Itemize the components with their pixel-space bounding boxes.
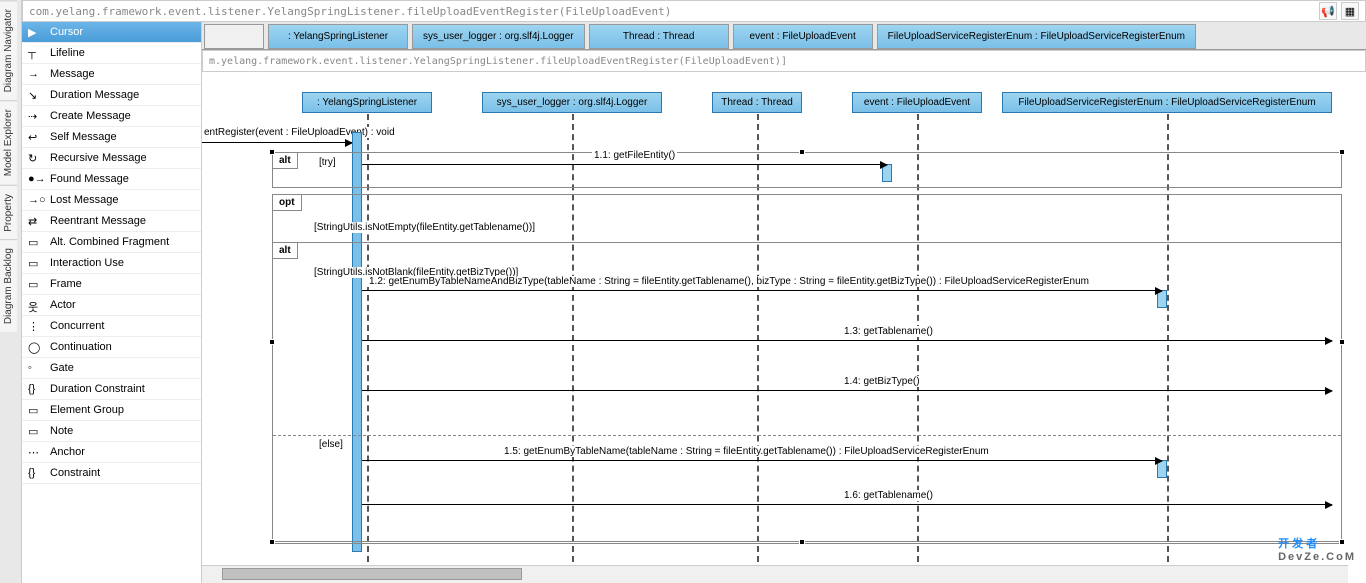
tool-palette: ▶Cursor┬Lifeline→Message↘Duration Messag… <box>22 22 202 583</box>
palette-continuation[interactable]: ◯Continuation <box>22 337 201 358</box>
lifeline-tab[interactable] <box>204 24 264 49</box>
lifeline-tab[interactable]: sys_user_logger : org.slf4j.Logger <box>412 24 585 49</box>
lifeline-tab[interactable]: : YelangSpringListener <box>268 24 408 49</box>
dconstraint-icon: {} <box>28 383 44 395</box>
tab-diagram-backlog[interactable]: Diagram Backlog <box>0 239 17 332</box>
selection-handle[interactable] <box>799 539 805 545</box>
palette-dconstraint[interactable]: {}Duration Constraint <box>22 379 201 400</box>
message-icon: → <box>28 68 44 80</box>
selection-handle[interactable] <box>269 539 275 545</box>
palette-create[interactable]: ⇢Create Message <box>22 106 201 127</box>
message-arrow[interactable] <box>362 504 1332 505</box>
lifeline-icon: ┬ <box>28 47 44 59</box>
lifeline-tab[interactable]: Thread : Thread <box>589 24 729 49</box>
self-icon: ↩ <box>28 131 44 143</box>
gate-icon: ◦ <box>28 362 44 374</box>
palette-note[interactable]: ▭Note <box>22 421 201 442</box>
message-arrow[interactable] <box>362 290 1162 291</box>
palette-cursor[interactable]: ▶Cursor <box>22 22 201 43</box>
layout-icon[interactable]: ▦ <box>1341 2 1359 20</box>
lifeline-header[interactable]: event : FileUploadEvent <box>852 92 982 113</box>
fragment-alt[interactable]: alt[try] <box>272 152 1342 188</box>
palette-frame[interactable]: ▭Frame <box>22 274 201 295</box>
anchor-icon: ⋯ <box>28 446 44 458</box>
message-arrow[interactable] <box>362 390 1332 391</box>
palette-interaction[interactable]: ▭Interaction Use <box>22 253 201 274</box>
fragment-alt[interactable]: alt[else] <box>272 242 1342 542</box>
interaction-icon: ▭ <box>28 257 44 269</box>
selection-handle[interactable] <box>1339 339 1345 345</box>
palette-concurrent[interactable]: ⋮Concurrent <box>22 316 201 337</box>
breadcrumb-text: com.yelang.framework.event.listener.Yela… <box>29 5 1319 18</box>
continuation-icon: ◯ <box>28 341 44 353</box>
announce-icon[interactable]: 📢 <box>1319 2 1337 20</box>
sequence-diagram[interactable]: : YelangSpringListener sys_user_logger : … <box>202 72 1366 562</box>
message-label: 1.5: getEnumByTableName(tableName : Stri… <box>502 446 991 457</box>
lifeline-header[interactable]: FileUploadServiceRegisterEnum : FileUplo… <box>1002 92 1332 113</box>
palette-found[interactable]: ●→Found Message <box>22 169 201 190</box>
create-icon: ⇢ <box>28 110 44 122</box>
found-icon: ●→ <box>28 173 44 185</box>
message-label: 1.3: getTablename() <box>842 326 935 337</box>
tab-model-explorer[interactable]: Model Explorer <box>0 100 17 184</box>
entry-message: entRegister(event : FileUploadEvent) : v… <box>202 127 397 138</box>
tab-property[interactable]: Property <box>0 185 17 240</box>
selection-handle[interactable] <box>269 149 275 155</box>
palette-recursive[interactable]: ↻Recursive Message <box>22 148 201 169</box>
egroup-icon: ▭ <box>28 404 44 416</box>
frame-icon: ▭ <box>28 278 44 290</box>
palette-egroup[interactable]: ▭Element Group <box>22 400 201 421</box>
message-label: 1.6: getTablename() <box>842 490 935 501</box>
selection-handle[interactable] <box>269 339 275 345</box>
alt-icon: ▭ <box>28 236 44 248</box>
palette-constraint[interactable]: {}Constraint <box>22 463 201 484</box>
reentrant-icon: ⇄ <box>28 215 44 227</box>
tab-diagram-navigator[interactable]: Diagram Navigator <box>0 0 17 100</box>
palette-alt[interactable]: ▭Alt. Combined Fragment <box>22 232 201 253</box>
scrollbar-horizontal[interactable] <box>202 565 1348 583</box>
cursor-icon: ▶ <box>28 26 44 38</box>
palette-actor[interactable]: 웃Actor <box>22 295 201 316</box>
lifeline-header[interactable]: sys_user_logger : org.slf4j.Logger <box>482 92 662 113</box>
lifeline-tabs: : YelangSpringListenersys_user_logger : … <box>202 22 1366 50</box>
message-arrow[interactable] <box>362 164 887 165</box>
palette-reentrant[interactable]: ⇄Reentrant Message <box>22 211 201 232</box>
note-icon: ▭ <box>28 425 44 437</box>
selection-handle[interactable] <box>1339 149 1345 155</box>
guard-condition: [StringUtils.isNotEmpty(fileEntity.getTa… <box>312 222 537 233</box>
message-label: 1.1: getFileEntity() <box>592 150 677 161</box>
lifeline-header[interactable]: Thread : Thread <box>712 92 802 113</box>
palette-anchor[interactable]: ⋯Anchor <box>22 442 201 463</box>
watermark: 开 发 者 DevZe.CoM <box>1278 535 1356 563</box>
lifeline-tab[interactable]: event : FileUploadEvent <box>733 24 873 49</box>
diagram-canvas[interactable]: : YelangSpringListenersys_user_logger : … <box>202 22 1366 583</box>
recursive-icon: ↻ <box>28 152 44 164</box>
message-arrow[interactable] <box>362 340 1332 341</box>
constraint-icon: {} <box>28 467 44 479</box>
palette-lost[interactable]: →○Lost Message <box>22 190 201 211</box>
duration-icon: ↘ <box>28 89 44 101</box>
lost-icon: →○ <box>28 194 44 206</box>
message-label: 1.4: getBizType() <box>842 376 922 387</box>
palette-duration[interactable]: ↘Duration Message <box>22 85 201 106</box>
message-label: 1.2: getEnumByTableNameAndBizType(tableN… <box>367 276 1091 287</box>
palette-message[interactable]: →Message <box>22 64 201 85</box>
breadcrumb: com.yelang.framework.event.listener.Yela… <box>22 0 1366 22</box>
left-tab-strip: Diagram Navigator Model Explorer Propert… <box>0 0 22 583</box>
lifeline-tab[interactable]: FileUploadServiceRegisterEnum : FileUplo… <box>877 24 1196 49</box>
palette-self[interactable]: ↩Self Message <box>22 127 201 148</box>
selection-handle[interactable] <box>799 149 805 155</box>
message-arrow[interactable] <box>362 460 1162 461</box>
concurrent-icon: ⋮ <box>28 320 44 332</box>
lifeline-header[interactable]: : YelangSpringListener <box>302 92 432 113</box>
breadcrumb-inner: m.yelang.framework.event.listener.Yelang… <box>202 50 1366 72</box>
palette-lifeline[interactable]: ┬Lifeline <box>22 43 201 64</box>
actor-icon: 웃 <box>28 299 44 311</box>
palette-gate[interactable]: ◦Gate <box>22 358 201 379</box>
